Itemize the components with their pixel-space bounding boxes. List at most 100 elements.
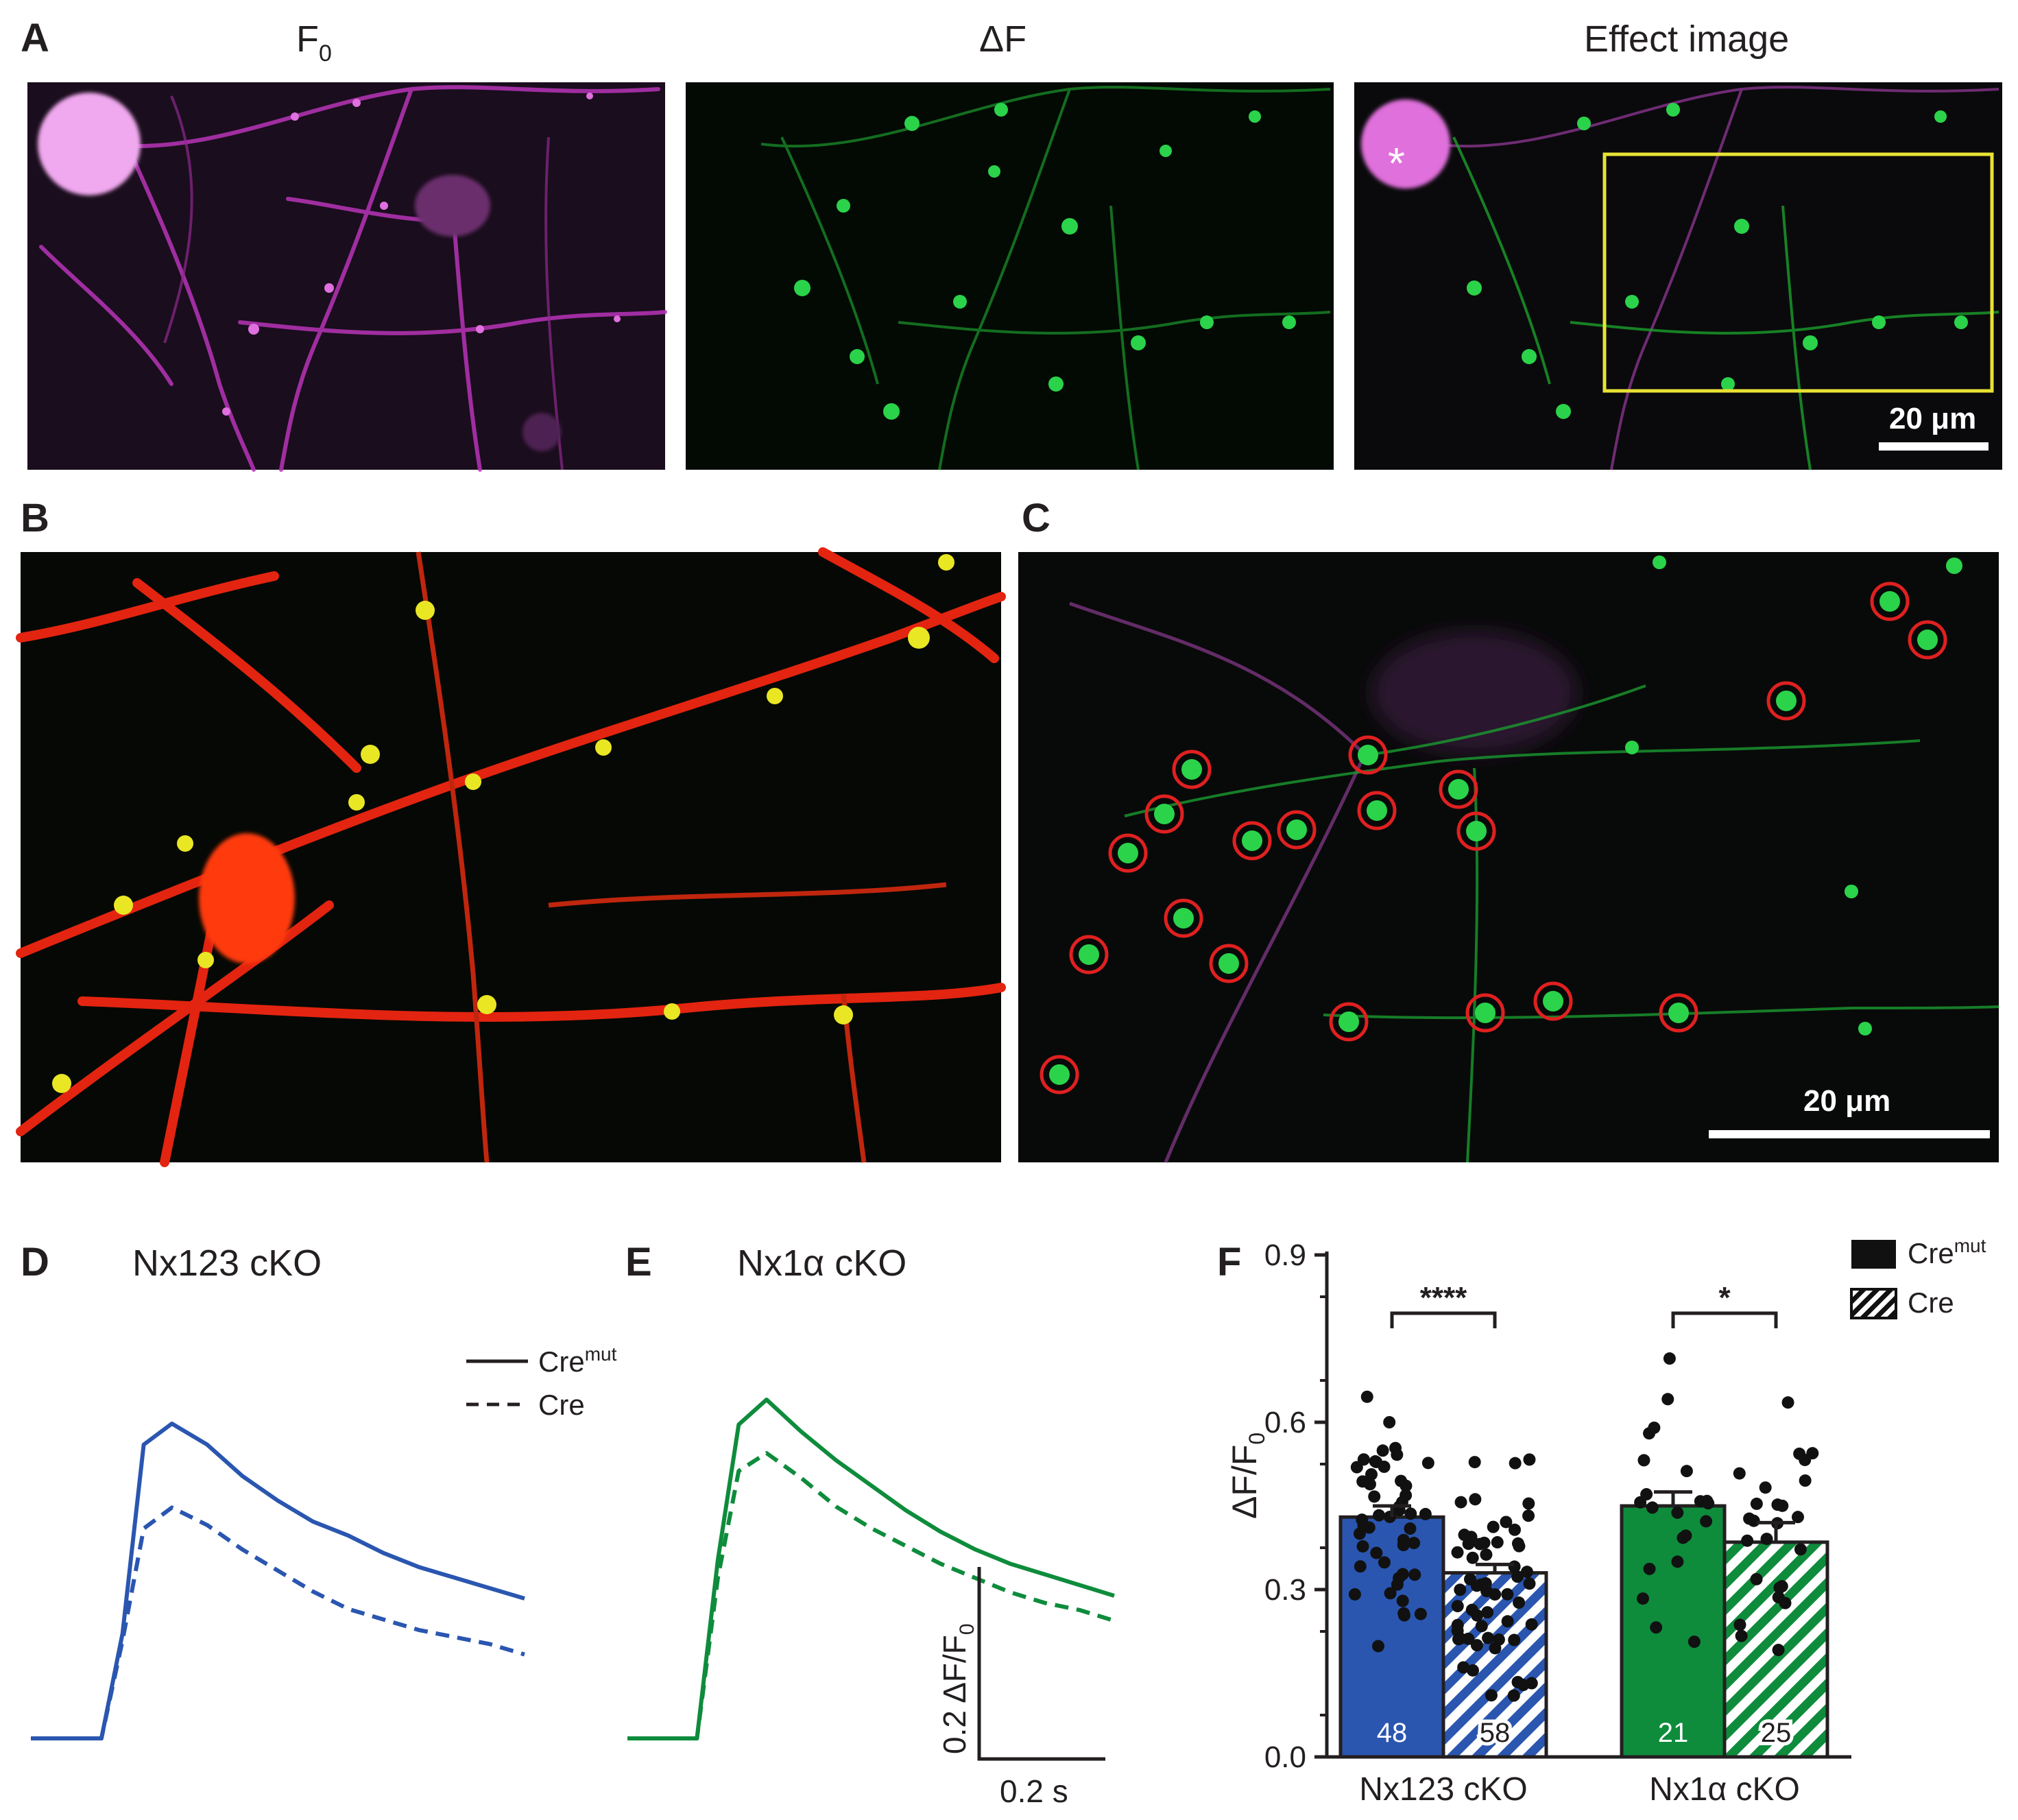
data-point <box>1781 1396 1794 1409</box>
panel-label-f: F <box>1217 1240 1241 1284</box>
data-point <box>1404 1522 1417 1535</box>
data-point <box>1700 1515 1713 1528</box>
panel-label-b: B <box>21 496 49 540</box>
data-point <box>1701 1494 1714 1507</box>
data-point <box>1383 1416 1396 1429</box>
data-point <box>1451 1546 1464 1559</box>
data-point <box>1522 1497 1535 1510</box>
data-point <box>1523 1577 1536 1590</box>
trace-scalebar-x-label: 0.2 s <box>1000 1773 1068 1809</box>
data-point <box>1646 1501 1659 1514</box>
data-point <box>1509 1457 1522 1470</box>
data-point <box>1500 1516 1513 1529</box>
bar-cremut-0 <box>1338 1515 1445 1759</box>
data-point <box>1466 1664 1479 1677</box>
legend-dashed-label: Cre <box>538 1389 585 1421</box>
scalebar-c <box>1709 1130 1990 1138</box>
data-point <box>1791 1511 1804 1524</box>
image-effect: * 20 μm <box>1354 82 2002 470</box>
data-point <box>1470 1639 1483 1652</box>
scalebar-a-label: 20 μm <box>1889 402 1976 435</box>
data-point <box>1365 1468 1378 1481</box>
legend-solid-sup: mut <box>585 1343 617 1365</box>
scalebar-a <box>1879 442 1989 451</box>
data-point <box>1525 1618 1538 1631</box>
data-point <box>1741 1534 1754 1547</box>
data-point <box>1457 1661 1470 1674</box>
data-point <box>1661 1393 1674 1406</box>
image-f0 <box>27 82 667 472</box>
trace-scalebar-y-sub: 0 <box>956 1623 978 1635</box>
f-ylabel-sub: 0 <box>1245 1433 1269 1445</box>
f-ytick-label: 0.6 <box>1264 1406 1306 1439</box>
bar-chart-f: 0.0 0.3 0.6 0.9 Nx123 cKO 48 58 **** Nx1α cKO 21 2… <box>1264 1238 1851 1808</box>
data-point <box>1501 1615 1514 1628</box>
panel-d-title: Nx123 cKO <box>132 1243 322 1284</box>
data-point <box>1354 1560 1367 1573</box>
data-point <box>1419 1507 1432 1520</box>
data-point <box>1663 1352 1676 1365</box>
f0-subscript: 0 <box>319 40 332 67</box>
data-point <box>1634 1496 1647 1509</box>
data-point <box>1397 1533 1410 1546</box>
image-b <box>16 547 1006 1167</box>
legend-cre-swatch <box>1850 1288 1897 1319</box>
data-point <box>1376 1444 1389 1457</box>
data-point <box>1397 1609 1410 1622</box>
data-point <box>1677 1531 1690 1544</box>
traces-d <box>31 1422 525 1740</box>
panel-label-e: E <box>625 1240 652 1284</box>
data-point <box>1511 1537 1524 1550</box>
trace-legend: Cremut Cre <box>466 1343 617 1421</box>
data-point <box>1404 1507 1417 1520</box>
data-point <box>1507 1689 1520 1702</box>
data-point <box>1513 1596 1526 1609</box>
data-point <box>1378 1556 1391 1569</box>
data-point <box>1637 1454 1650 1467</box>
data-point <box>1650 1621 1663 1634</box>
data-point <box>1481 1606 1494 1619</box>
data-point <box>1357 1519 1370 1532</box>
data-point <box>1772 1644 1785 1657</box>
data-point <box>1750 1572 1763 1585</box>
data-point <box>1378 1460 1391 1473</box>
data-point <box>1671 1555 1684 1568</box>
data-point <box>1466 1551 1479 1564</box>
data-point <box>1733 1618 1746 1631</box>
data-point <box>1772 1591 1785 1604</box>
data-point <box>1360 1390 1373 1403</box>
data-point <box>1636 1592 1649 1605</box>
panel-e-title: Nx1α cKO <box>737 1243 906 1284</box>
data-point <box>1414 1607 1427 1620</box>
data-point <box>1400 1489 1413 1502</box>
data-point <box>1373 1509 1386 1522</box>
legend-cremut-text: Cre <box>1908 1237 1954 1269</box>
data-point <box>1509 1523 1522 1536</box>
data-point <box>1475 1620 1488 1633</box>
image-deltaf <box>686 82 1334 470</box>
data-point <box>1372 1640 1385 1653</box>
data-point <box>1451 1600 1464 1613</box>
data-point <box>1735 1629 1748 1642</box>
data-point <box>1363 1478 1376 1491</box>
data-point <box>1485 1689 1498 1702</box>
cell-marker-asterisk: * <box>1388 139 1405 188</box>
data-point <box>1522 1509 1535 1522</box>
data-point <box>1468 1456 1481 1469</box>
roi-box <box>1602 152 1994 393</box>
data-point <box>1750 1497 1763 1510</box>
data-point <box>1454 1583 1467 1596</box>
panel-a-title-deltaf: ΔF <box>979 19 1026 60</box>
data-point <box>1451 1625 1464 1638</box>
data-point <box>1384 1587 1397 1600</box>
data-point <box>1680 1465 1693 1478</box>
legend-cre-label: Cre <box>1908 1286 1954 1319</box>
n-label: 48 <box>1377 1718 1408 1748</box>
legend-solid-text: Cre <box>538 1345 585 1378</box>
data-point <box>1501 1588 1514 1601</box>
data-point <box>1356 1540 1369 1553</box>
panel-label-a: A <box>21 16 49 60</box>
data-point <box>1794 1543 1807 1556</box>
panel-label-c: C <box>1022 496 1050 540</box>
